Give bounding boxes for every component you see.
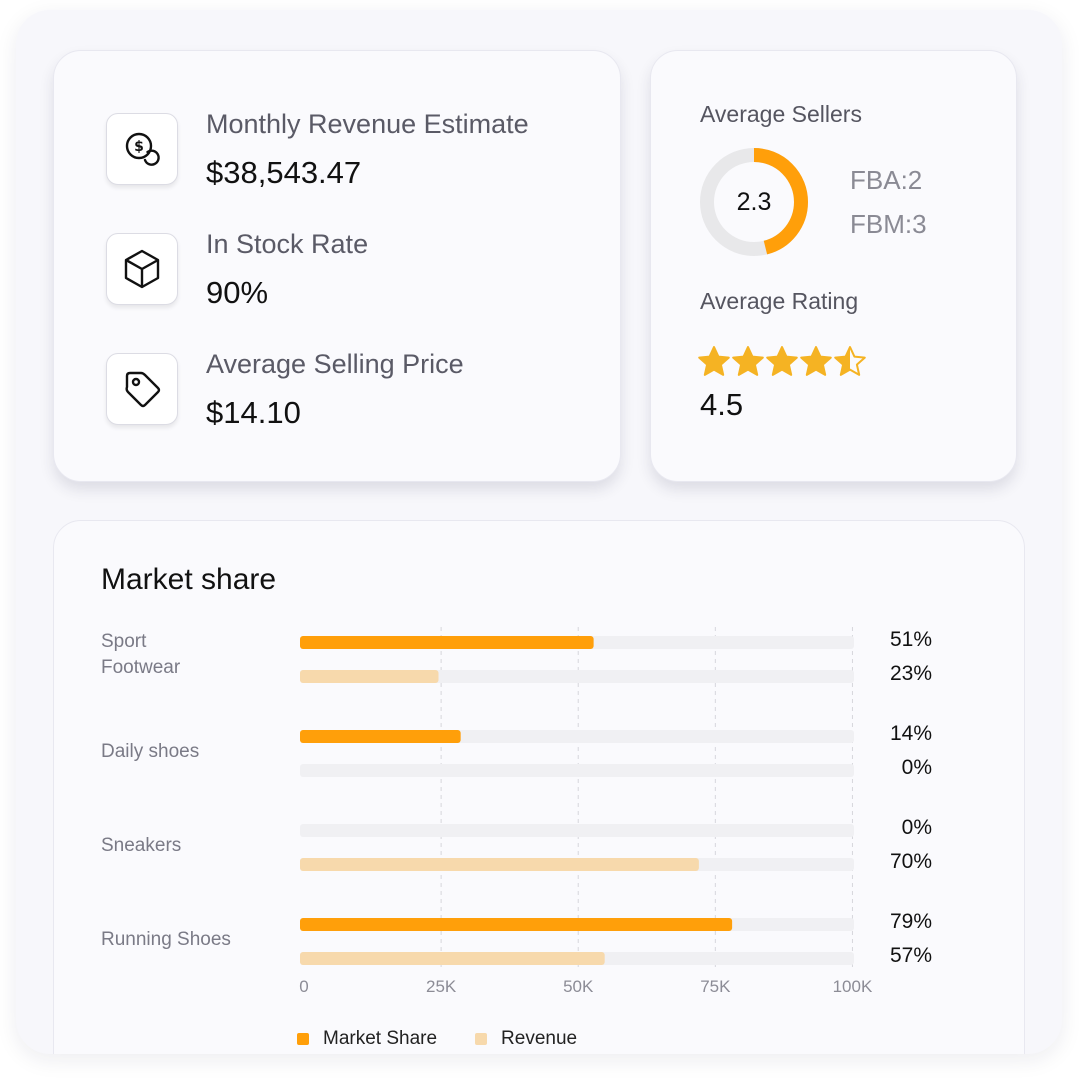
legend-swatch [297, 1033, 309, 1045]
stat-label: In Stock Rate [206, 229, 369, 259]
percent-label: 23% [889, 662, 932, 685]
fba-count: FBA:2 [850, 165, 923, 195]
average-rating-title: Average Rating [700, 288, 859, 314]
star-full-icon [800, 346, 832, 376]
legend-label: Revenue [501, 1028, 578, 1049]
legend-item-revenue: Revenue [475, 1028, 577, 1050]
x-tick-label: 100K [832, 977, 873, 996]
category-label: Daily shoes [101, 741, 200, 762]
percent-label: 0% [901, 756, 932, 779]
box-icon [106, 233, 178, 305]
rating-value: 4.5 [700, 387, 744, 422]
fbm-count: FBM:3 [850, 209, 927, 239]
percent-label: 51% [889, 628, 932, 651]
svg-text:$: $ [134, 139, 144, 155]
chart-legend: Market Share Revenue [297, 1028, 615, 1050]
sellers-value: 2.3 [736, 187, 772, 216]
percent-label: 79% [889, 910, 932, 933]
percent-label: 57% [889, 944, 932, 967]
stat-value: $38,543.47 [206, 155, 362, 190]
bar-track [300, 824, 854, 837]
x-tick-label: 0 [299, 977, 309, 996]
legend-label: Market Share [323, 1028, 438, 1049]
bar-market-share [300, 730, 461, 743]
category-label: Sport Footwear [101, 631, 181, 678]
star-full-icon [732, 346, 764, 376]
stat-value: 90% [206, 275, 269, 310]
legend-swatch [475, 1033, 488, 1045]
bar-revenue [300, 670, 439, 683]
sellers-donut-chart [700, 148, 808, 256]
bar-track [300, 764, 854, 777]
x-tick-label: 25K [425, 977, 457, 996]
stats-card: $ Monthly Revenue Estimate $38,543.47 In… [53, 50, 621, 482]
market-share-card: Market share Sport Footwear 51% 23% Daily sh… [53, 520, 1025, 1054]
bar-revenue [300, 952, 605, 965]
star-full-icon [698, 346, 730, 376]
market-share-chart [300, 627, 854, 967]
percent-label: 70% [889, 850, 932, 873]
stat-label: Monthly Revenue Estimate [206, 109, 529, 139]
star-half-icon [834, 346, 866, 376]
donut-arc [700, 148, 808, 256]
legend-item-market-share: Market Share [297, 1028, 437, 1050]
average-sellers-title: Average Sellers [700, 101, 862, 127]
chart-title: Market share [101, 563, 277, 596]
rating-stars [697, 345, 867, 379]
dashboard-panel: $ Monthly Revenue Estimate $38,543.47 In… [16, 10, 1062, 1054]
price-tag-icon [106, 353, 178, 425]
bar-market-share [300, 918, 733, 931]
sellers-rating-card: Average Sellers 2.3 FBA:2 FBM:3 Average … [650, 50, 1017, 482]
x-tick-label: 50K [563, 977, 594, 996]
star-full-icon [766, 346, 798, 376]
stat-label: Average Selling Price [206, 349, 464, 379]
category-label: Running Shoes [101, 929, 231, 950]
bar-market-share [300, 636, 594, 649]
stat-value: $14.10 [206, 395, 301, 430]
bar-revenue [300, 858, 699, 871]
percent-label: 14% [889, 722, 932, 745]
percent-label: 0% [901, 816, 932, 839]
category-label: Sneakers [101, 835, 182, 856]
x-tick-label: 75K [700, 977, 731, 996]
dollar-coin-icon: $ [106, 113, 178, 185]
